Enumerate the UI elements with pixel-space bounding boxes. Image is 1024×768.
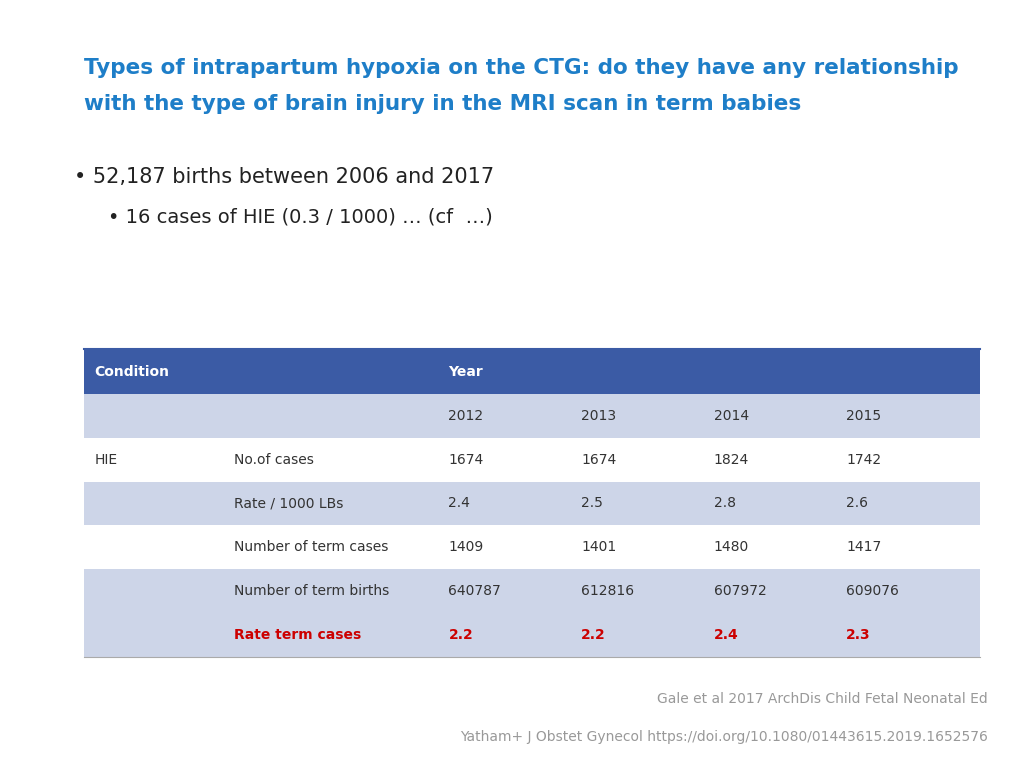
Bar <box>84 525 980 569</box>
Text: 1480: 1480 <box>714 540 749 554</box>
Bar <box>84 482 980 525</box>
Text: Condition: Condition <box>94 365 170 379</box>
Text: 1417: 1417 <box>846 540 882 554</box>
Text: 2.3: 2.3 <box>846 627 871 642</box>
Bar <box>84 569 980 613</box>
Text: 640787: 640787 <box>449 584 501 598</box>
Bar <box>84 613 980 657</box>
Text: 2.6: 2.6 <box>846 496 868 511</box>
Bar <box>84 394 980 438</box>
Text: 2013: 2013 <box>581 409 616 423</box>
Text: 1824: 1824 <box>714 452 749 467</box>
Text: 2.5: 2.5 <box>581 496 603 511</box>
Text: 2.2: 2.2 <box>449 627 473 642</box>
Text: 1674: 1674 <box>581 452 616 467</box>
Bar <box>84 349 980 394</box>
Text: Rate term cases: Rate term cases <box>234 627 361 642</box>
Text: 1674: 1674 <box>449 452 483 467</box>
Text: 2.2: 2.2 <box>581 627 606 642</box>
Text: Rate / 1000 LBs: Rate / 1000 LBs <box>234 496 344 511</box>
Text: Yatham+ J Obstet Gynecol https://doi.org/10.1080/01443615.2019.1652576: Yatham+ J Obstet Gynecol https://doi.org… <box>460 730 988 744</box>
Text: 609076: 609076 <box>846 584 899 598</box>
Text: Number of term cases: Number of term cases <box>234 540 389 554</box>
Text: 607972: 607972 <box>714 584 766 598</box>
Text: 1742: 1742 <box>846 452 882 467</box>
Text: Number of term births: Number of term births <box>234 584 389 598</box>
Text: 1409: 1409 <box>449 540 483 554</box>
Text: HIE: HIE <box>94 452 118 467</box>
Text: 612816: 612816 <box>581 584 634 598</box>
Text: • 16 cases of HIE (0.3 / 1000) … (cf  …): • 16 cases of HIE (0.3 / 1000) … (cf …) <box>108 207 493 227</box>
Text: with the type of brain injury in the MRI scan in term babies: with the type of brain injury in the MRI… <box>84 94 801 114</box>
Text: • 52,187 births between 2006 and 2017: • 52,187 births between 2006 and 2017 <box>74 167 494 187</box>
Text: No.of cases: No.of cases <box>234 452 314 467</box>
Bar <box>84 438 980 482</box>
Text: 2.4: 2.4 <box>449 496 470 511</box>
Text: 2.8: 2.8 <box>714 496 735 511</box>
Text: 2012: 2012 <box>449 409 483 423</box>
Text: 2015: 2015 <box>846 409 882 423</box>
Text: 2.4: 2.4 <box>714 627 738 642</box>
Text: Types of intrapartum hypoxia on the CTG: do they have any relationship: Types of intrapartum hypoxia on the CTG:… <box>84 58 958 78</box>
Text: 1401: 1401 <box>581 540 616 554</box>
Text: 2014: 2014 <box>714 409 749 423</box>
Text: Year: Year <box>449 365 483 379</box>
Text: Gale et al 2017 ArchDis Child Fetal Neonatal Ed: Gale et al 2017 ArchDis Child Fetal Neon… <box>657 692 988 706</box>
